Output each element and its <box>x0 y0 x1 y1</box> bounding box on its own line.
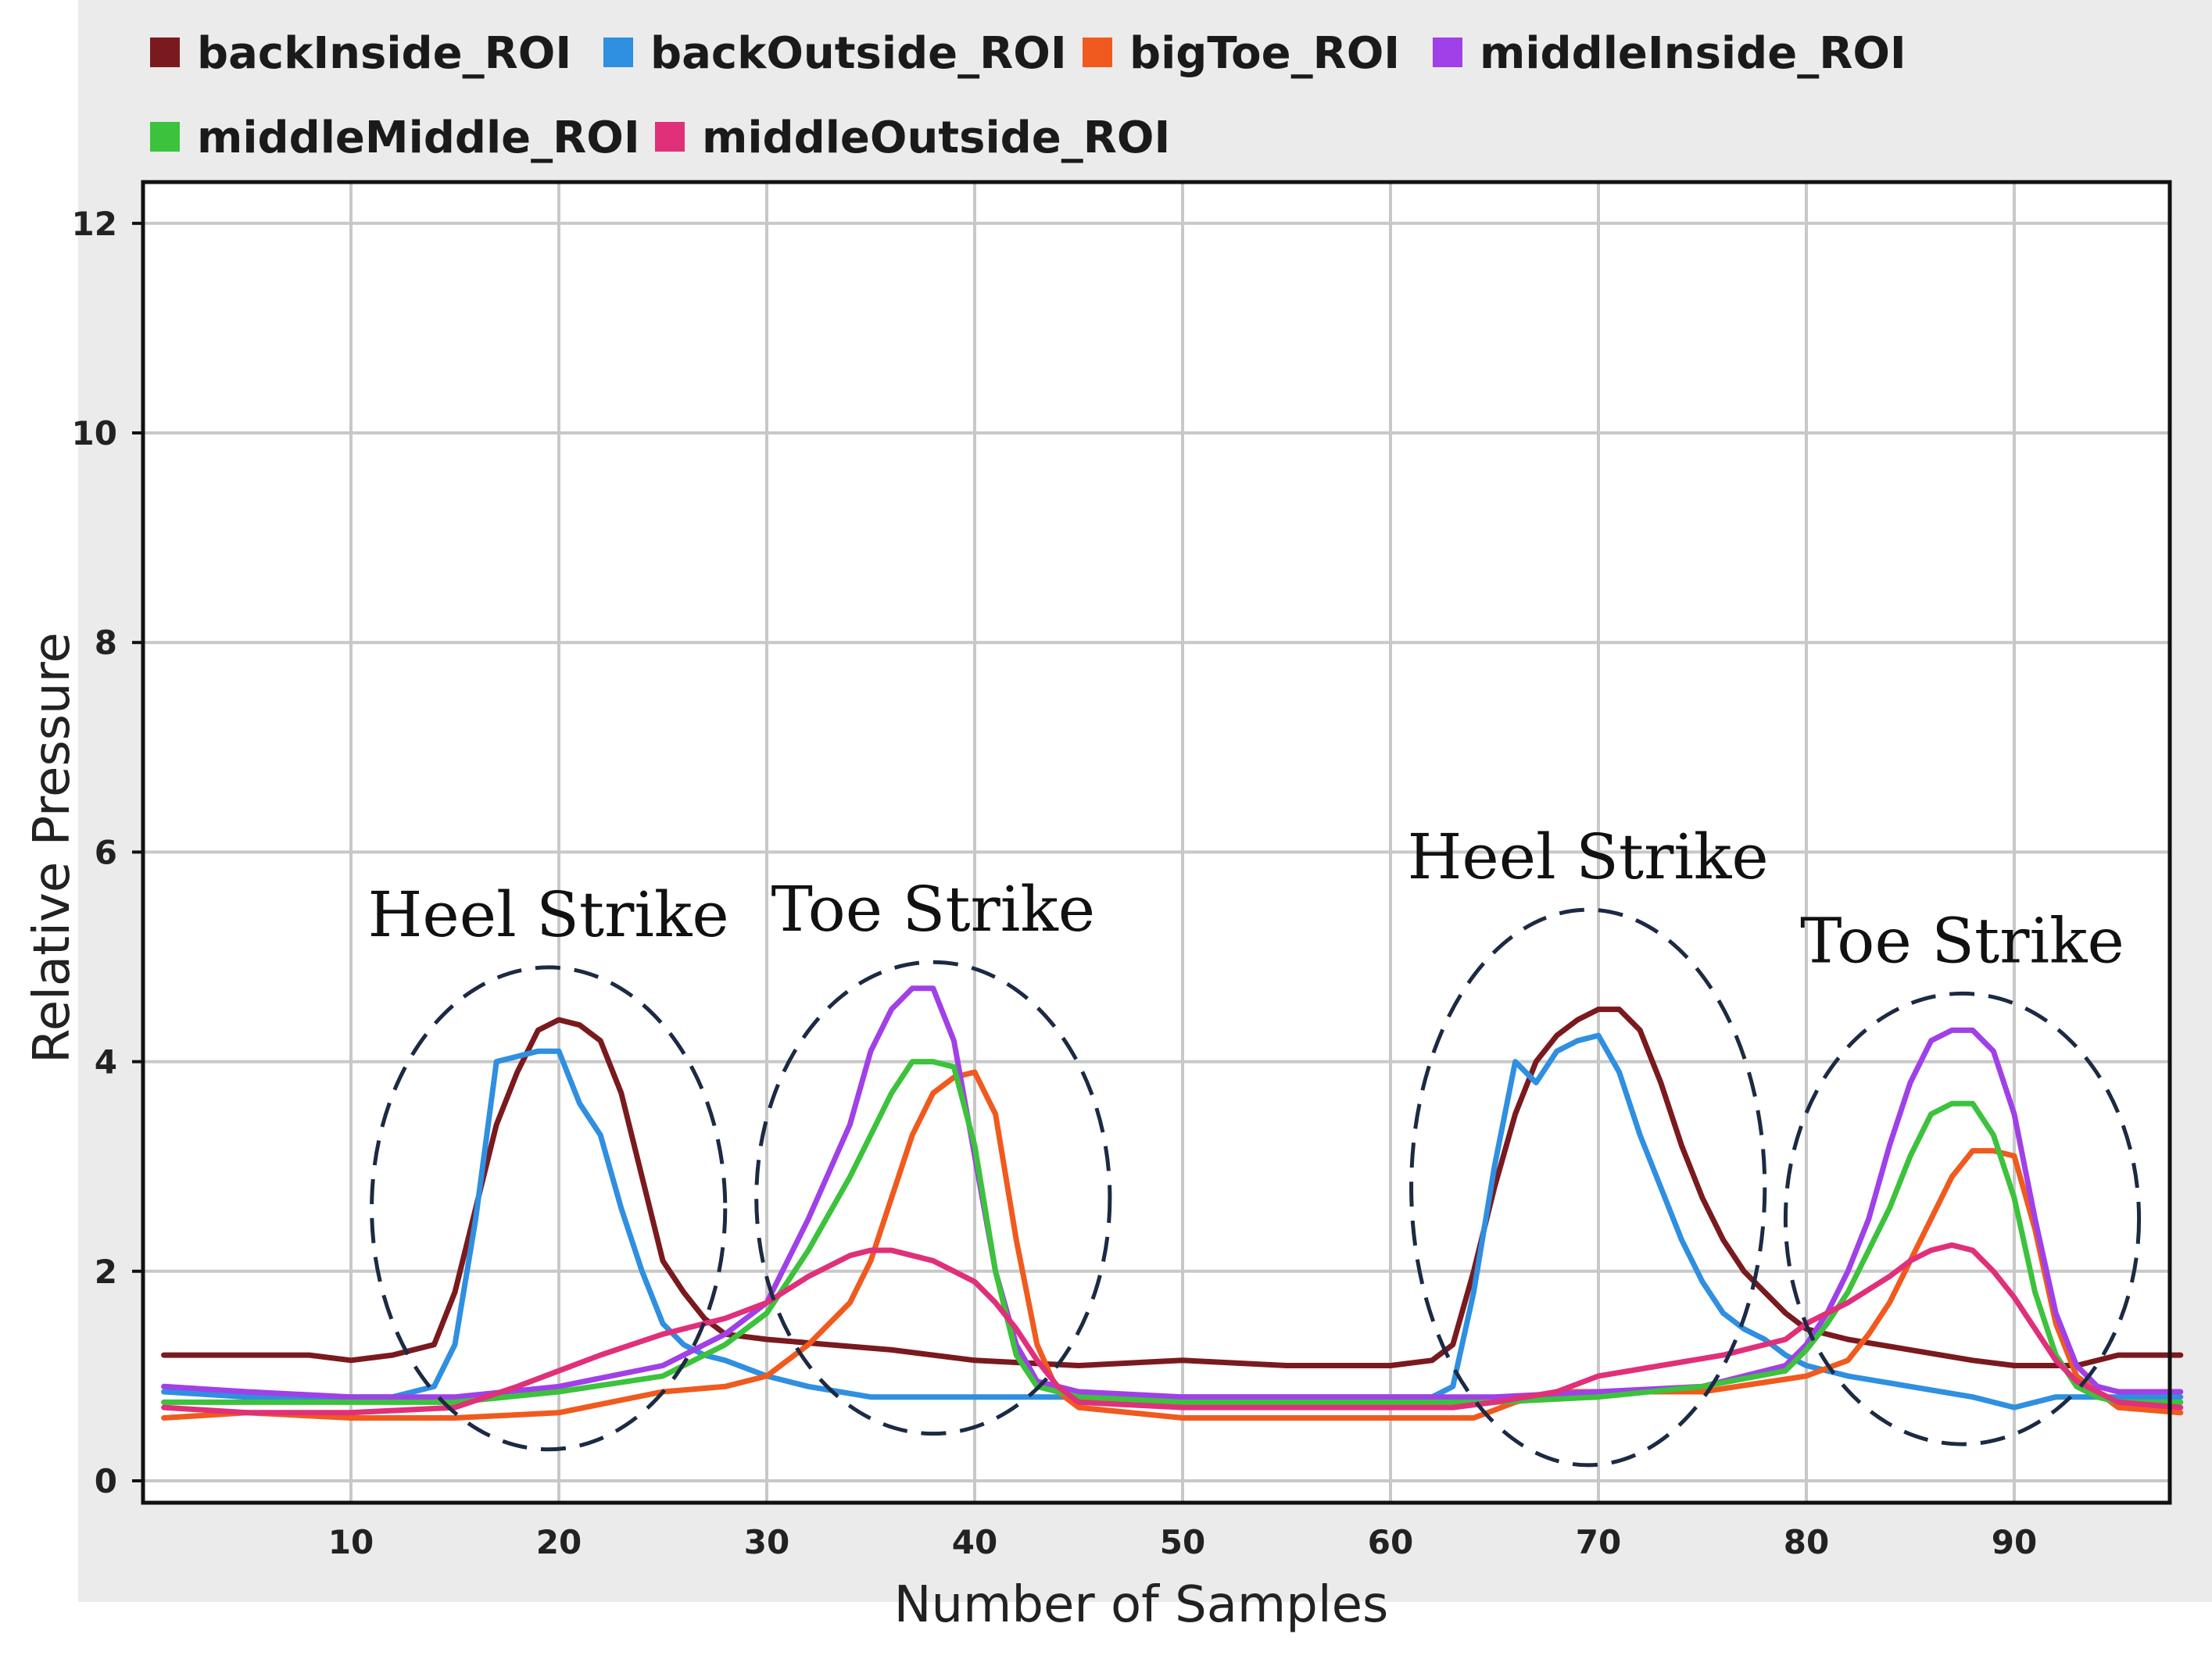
annotation-ellipse <box>1409 907 1767 1468</box>
legend-swatch <box>603 38 633 67</box>
y-tick-label: 10 <box>72 414 117 452</box>
x-tick-label: 70 <box>1576 1523 1621 1561</box>
annotation-ellipse <box>370 965 728 1452</box>
y-axis-label: Relative Pressure <box>23 632 81 1064</box>
y-tick-label: 8 <box>95 624 117 662</box>
legend-label: middleMiddle_ROI <box>197 113 640 163</box>
legend: backInside_ROI backOutside_ROI bigToe_ROI m… <box>150 28 1906 163</box>
x-tick-label: 60 <box>1368 1523 1413 1561</box>
y-tick-label: 4 <box>95 1043 117 1082</box>
y-tick-label: 0 <box>95 1462 117 1500</box>
annotations-layer: Heel Strike Toe Strike Heel Strike Toe Stri… <box>368 821 2142 1468</box>
legend-label: middleOutside_ROI <box>702 113 1170 163</box>
x-tick-label: 90 <box>1992 1523 2037 1561</box>
series-line-middleInside_ROI <box>161 985 2184 1400</box>
legend-swatch <box>1433 38 1462 67</box>
annotation-label: Toe Strike <box>1800 904 2124 977</box>
legend-label: bigToe_ROI <box>1129 28 1400 79</box>
y-tick-label: 2 <box>95 1253 117 1291</box>
x-tick-label: 50 <box>1160 1523 1205 1561</box>
annotation-label: Toe Strike <box>771 873 1095 946</box>
axis-ticks: 10 20 30 40 50 60 70 80 90 0 2 4 6 8 10 12 <box>72 205 2038 1561</box>
series-line-bigToe_ROI <box>161 1069 2184 1421</box>
legend-label: backInside_ROI <box>197 28 571 79</box>
series-line-backInside_ROI <box>161 1006 2184 1368</box>
annotation-label: Heel Strike <box>368 878 729 951</box>
x-axis-label: Number of Samples <box>894 1576 1389 1634</box>
legend-swatch <box>1083 38 1112 67</box>
annotation-label: Heel Strike <box>1408 821 1769 893</box>
y-tick-label: 12 <box>72 205 117 243</box>
plot-area <box>143 182 2170 1503</box>
annotation-ellipse <box>1783 991 2142 1446</box>
annotation-ellipse <box>754 960 1112 1436</box>
x-tick-label: 80 <box>1784 1523 1829 1561</box>
plot-border <box>141 180 2172 1505</box>
legend-swatch <box>150 38 180 67</box>
grid-lines <box>143 182 2170 1503</box>
legend-swatch <box>150 122 180 152</box>
legend-label: backOutside_ROI <box>650 28 1067 79</box>
x-tick-label: 40 <box>952 1523 997 1561</box>
x-tick-label: 20 <box>536 1523 582 1561</box>
legend-swatch <box>655 122 685 152</box>
legend-label: middleInside_ROI <box>1480 28 1906 79</box>
x-tick-label: 10 <box>328 1523 374 1561</box>
y-tick-label: 6 <box>95 833 117 871</box>
x-tick-label: 30 <box>744 1523 789 1561</box>
